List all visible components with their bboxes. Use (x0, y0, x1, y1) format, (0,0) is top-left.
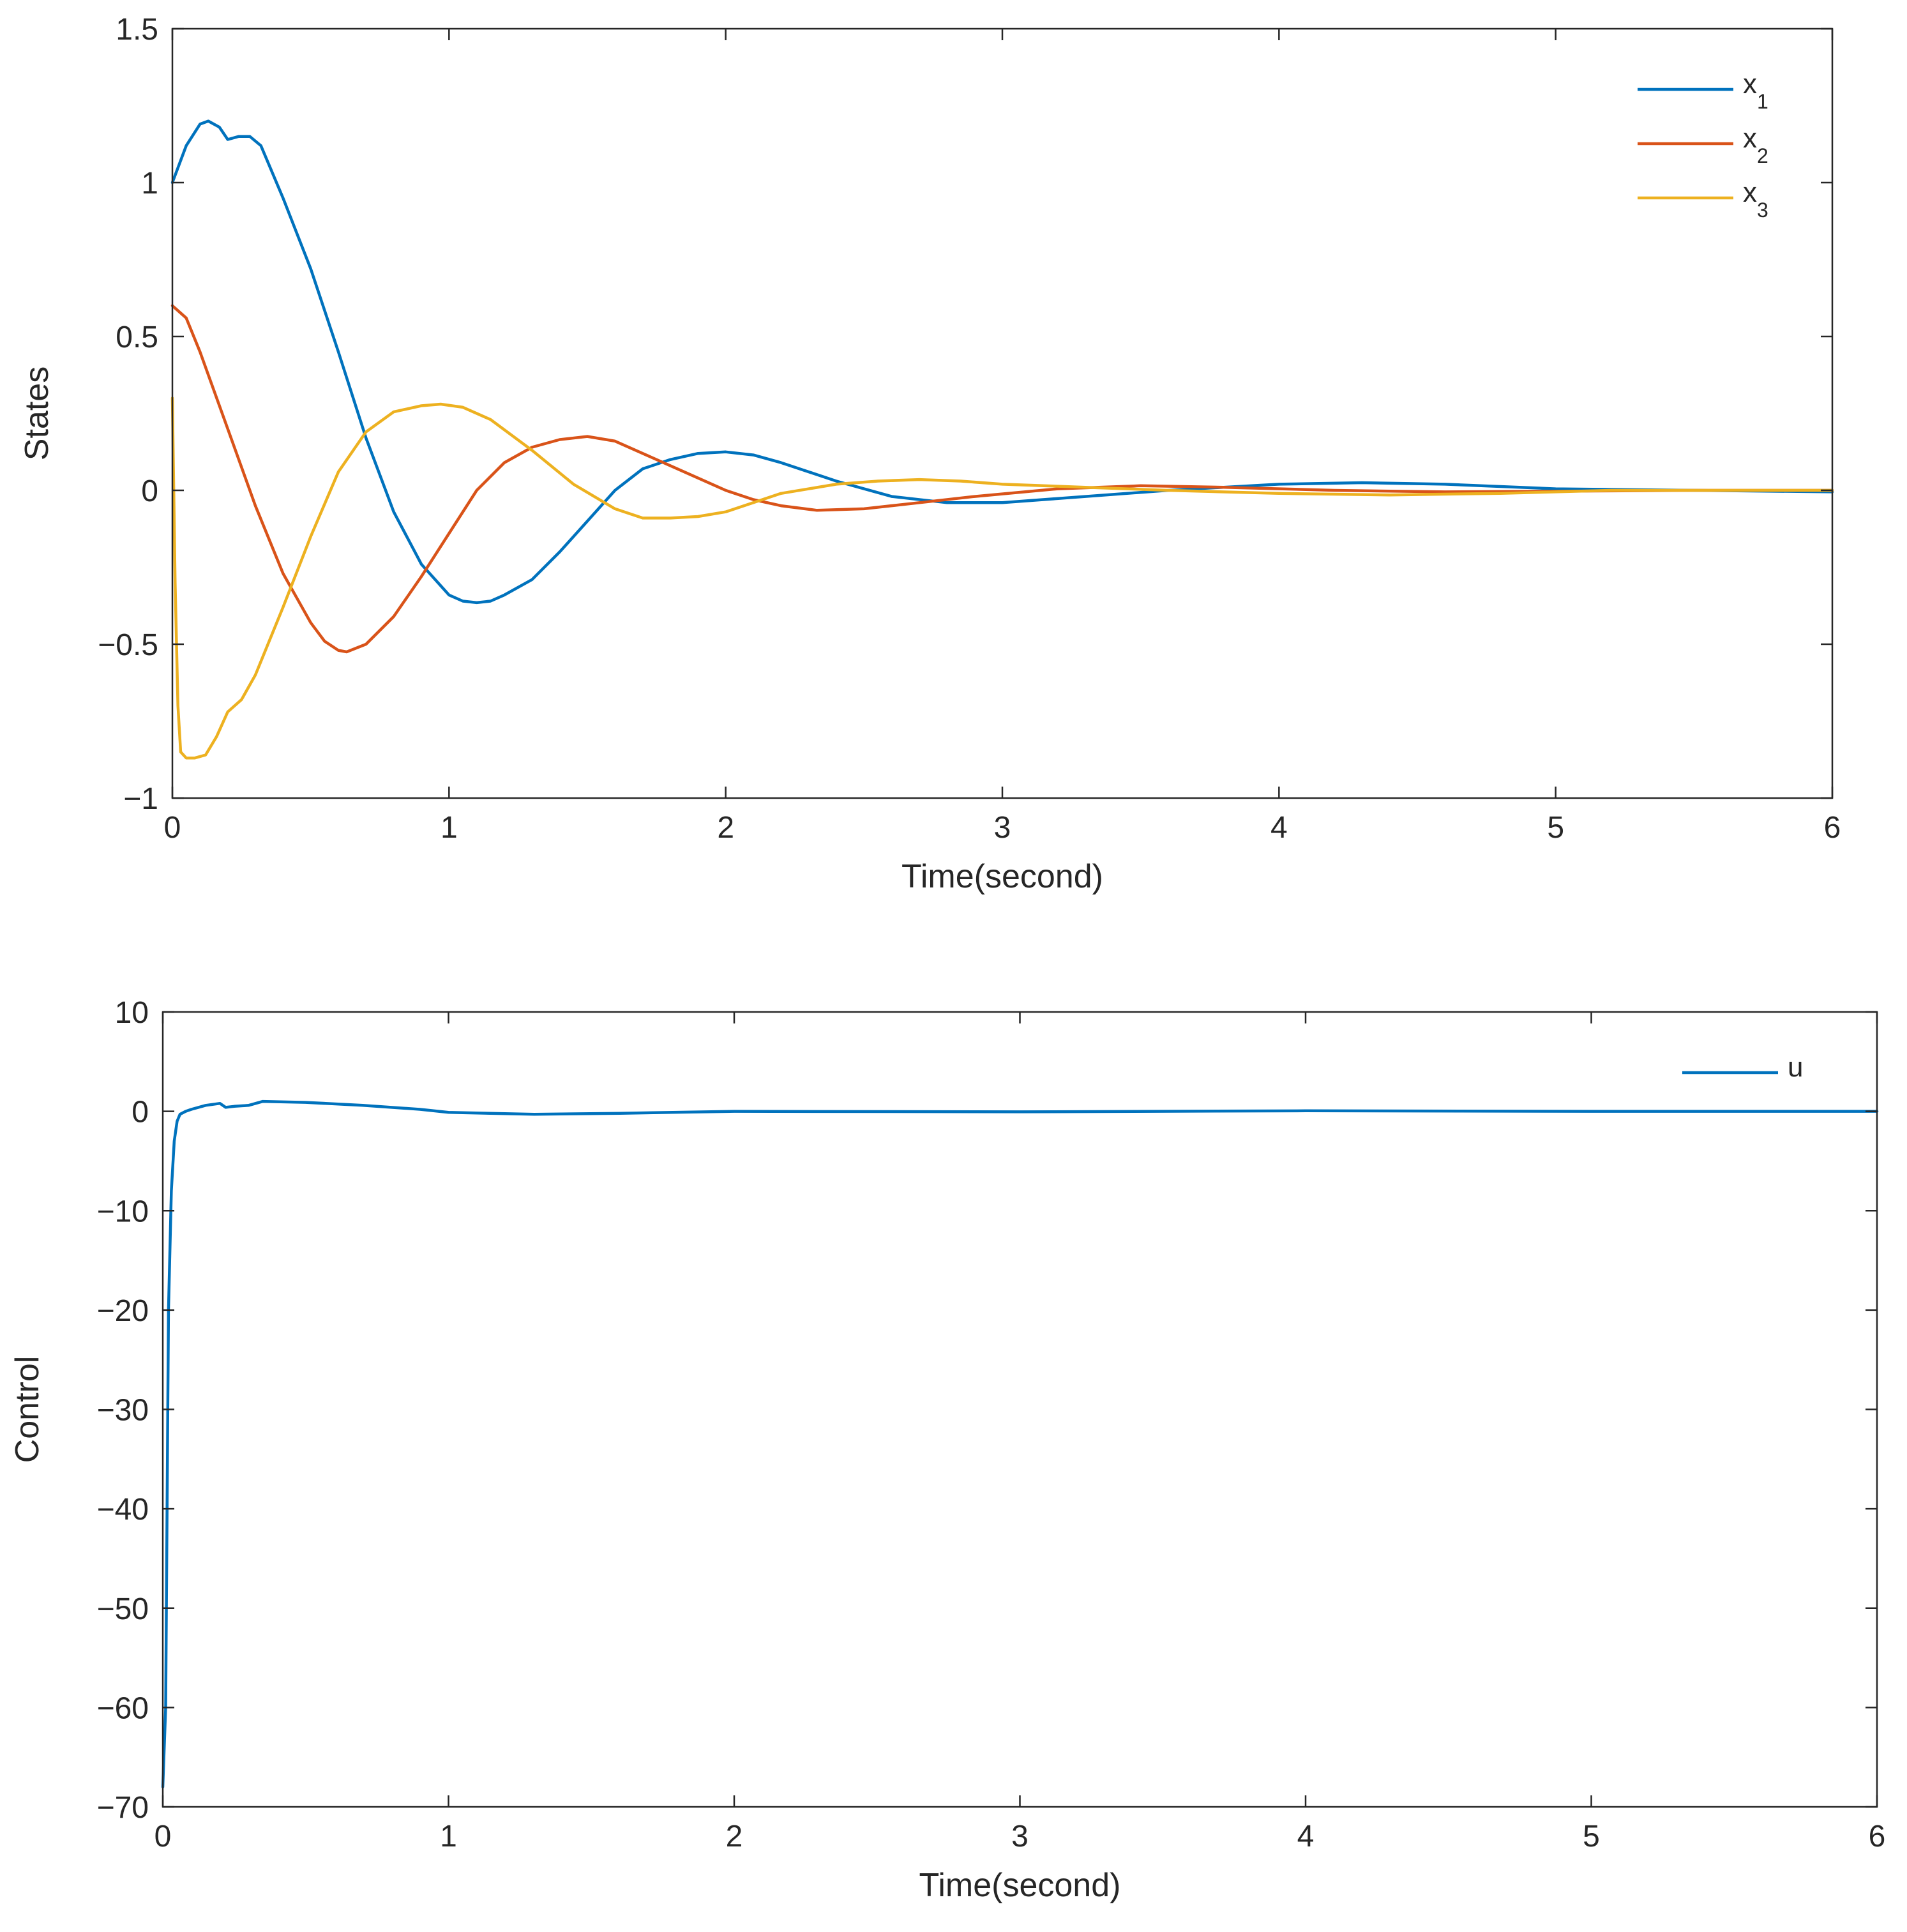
x-tick-label: 4 (1270, 811, 1288, 845)
control-y-axis-label: Control (9, 1356, 46, 1463)
states-series-layer (170, 119, 1834, 760)
control-series-layer (161, 1099, 1879, 1789)
x-tick-label: 0 (164, 811, 181, 845)
y-tick-label: 0 (132, 1096, 149, 1129)
x-tick-label: 1 (441, 811, 458, 845)
x-tick-label: 3 (1011, 1820, 1029, 1853)
y-tick-label: −50 (97, 1592, 149, 1626)
x-tick-label: 4 (1297, 1820, 1315, 1853)
series-line-x2 (170, 304, 1834, 654)
y-tick-label: −30 (97, 1394, 149, 1428)
y-tick-label: −0.5 (98, 628, 158, 662)
x-tick-label: 3 (994, 811, 1011, 845)
states-x-axis-label: Time(second) (901, 858, 1103, 895)
legend-subscript-x1: 1 (1757, 90, 1768, 113)
series-line-x3 (170, 396, 1834, 760)
y-tick-label: 0.5 (116, 321, 158, 354)
y-tick-label: 1 (141, 167, 158, 200)
states-y-axis-label: States (19, 366, 56, 460)
states-ticks: 0 1 2 3 4 5 6 −1 −0.5 0 0.5 1 1.5 (98, 13, 1841, 845)
x-tick-label: 0 (155, 1820, 172, 1853)
legend-subscript-x2: 2 (1757, 144, 1768, 167)
x-tick-label: 6 (1824, 811, 1841, 845)
x-tick-label: 6 (1869, 1820, 1886, 1853)
x-tick-label: 5 (1547, 811, 1564, 845)
control-plot: 0 1 2 3 4 5 6 −70 −60 −50 −40 −30 −20 −10 0 10 Time(sec… (9, 996, 1885, 1904)
series-line-x1 (170, 119, 1834, 605)
legend-subscript-x3: 3 (1757, 199, 1768, 222)
y-tick-label: 1.5 (116, 13, 158, 47)
series-line-u (161, 1099, 1879, 1789)
y-tick-label: −20 (97, 1294, 149, 1328)
y-tick-label: −40 (97, 1493, 149, 1527)
y-tick-label: 0 (141, 474, 158, 508)
legend-label-u: u (1788, 1052, 1803, 1083)
x-tick-label: 2 (717, 811, 734, 845)
y-tick-label: −60 (97, 1691, 149, 1725)
y-tick-label: −10 (97, 1195, 149, 1228)
states-plot: 0 1 2 3 4 5 6 −1 −0.5 0 0.5 1 1.5 Time(second) State… (19, 13, 1841, 895)
x-tick-label: 2 (726, 1820, 743, 1853)
y-tick-label: −1 (123, 782, 158, 816)
y-tick-label: −70 (97, 1791, 149, 1825)
control-ticks: 0 1 2 3 4 5 6 −70 −60 −50 −40 −30 −20 −10 0 10 (97, 996, 1886, 1853)
y-tick-label: 10 (115, 996, 149, 1030)
control-legend: u (1682, 1052, 1803, 1083)
x-tick-label: 1 (440, 1820, 457, 1853)
control-x-axis-label: Time(second) (919, 1867, 1121, 1904)
x-tick-label: 5 (1583, 1820, 1600, 1853)
